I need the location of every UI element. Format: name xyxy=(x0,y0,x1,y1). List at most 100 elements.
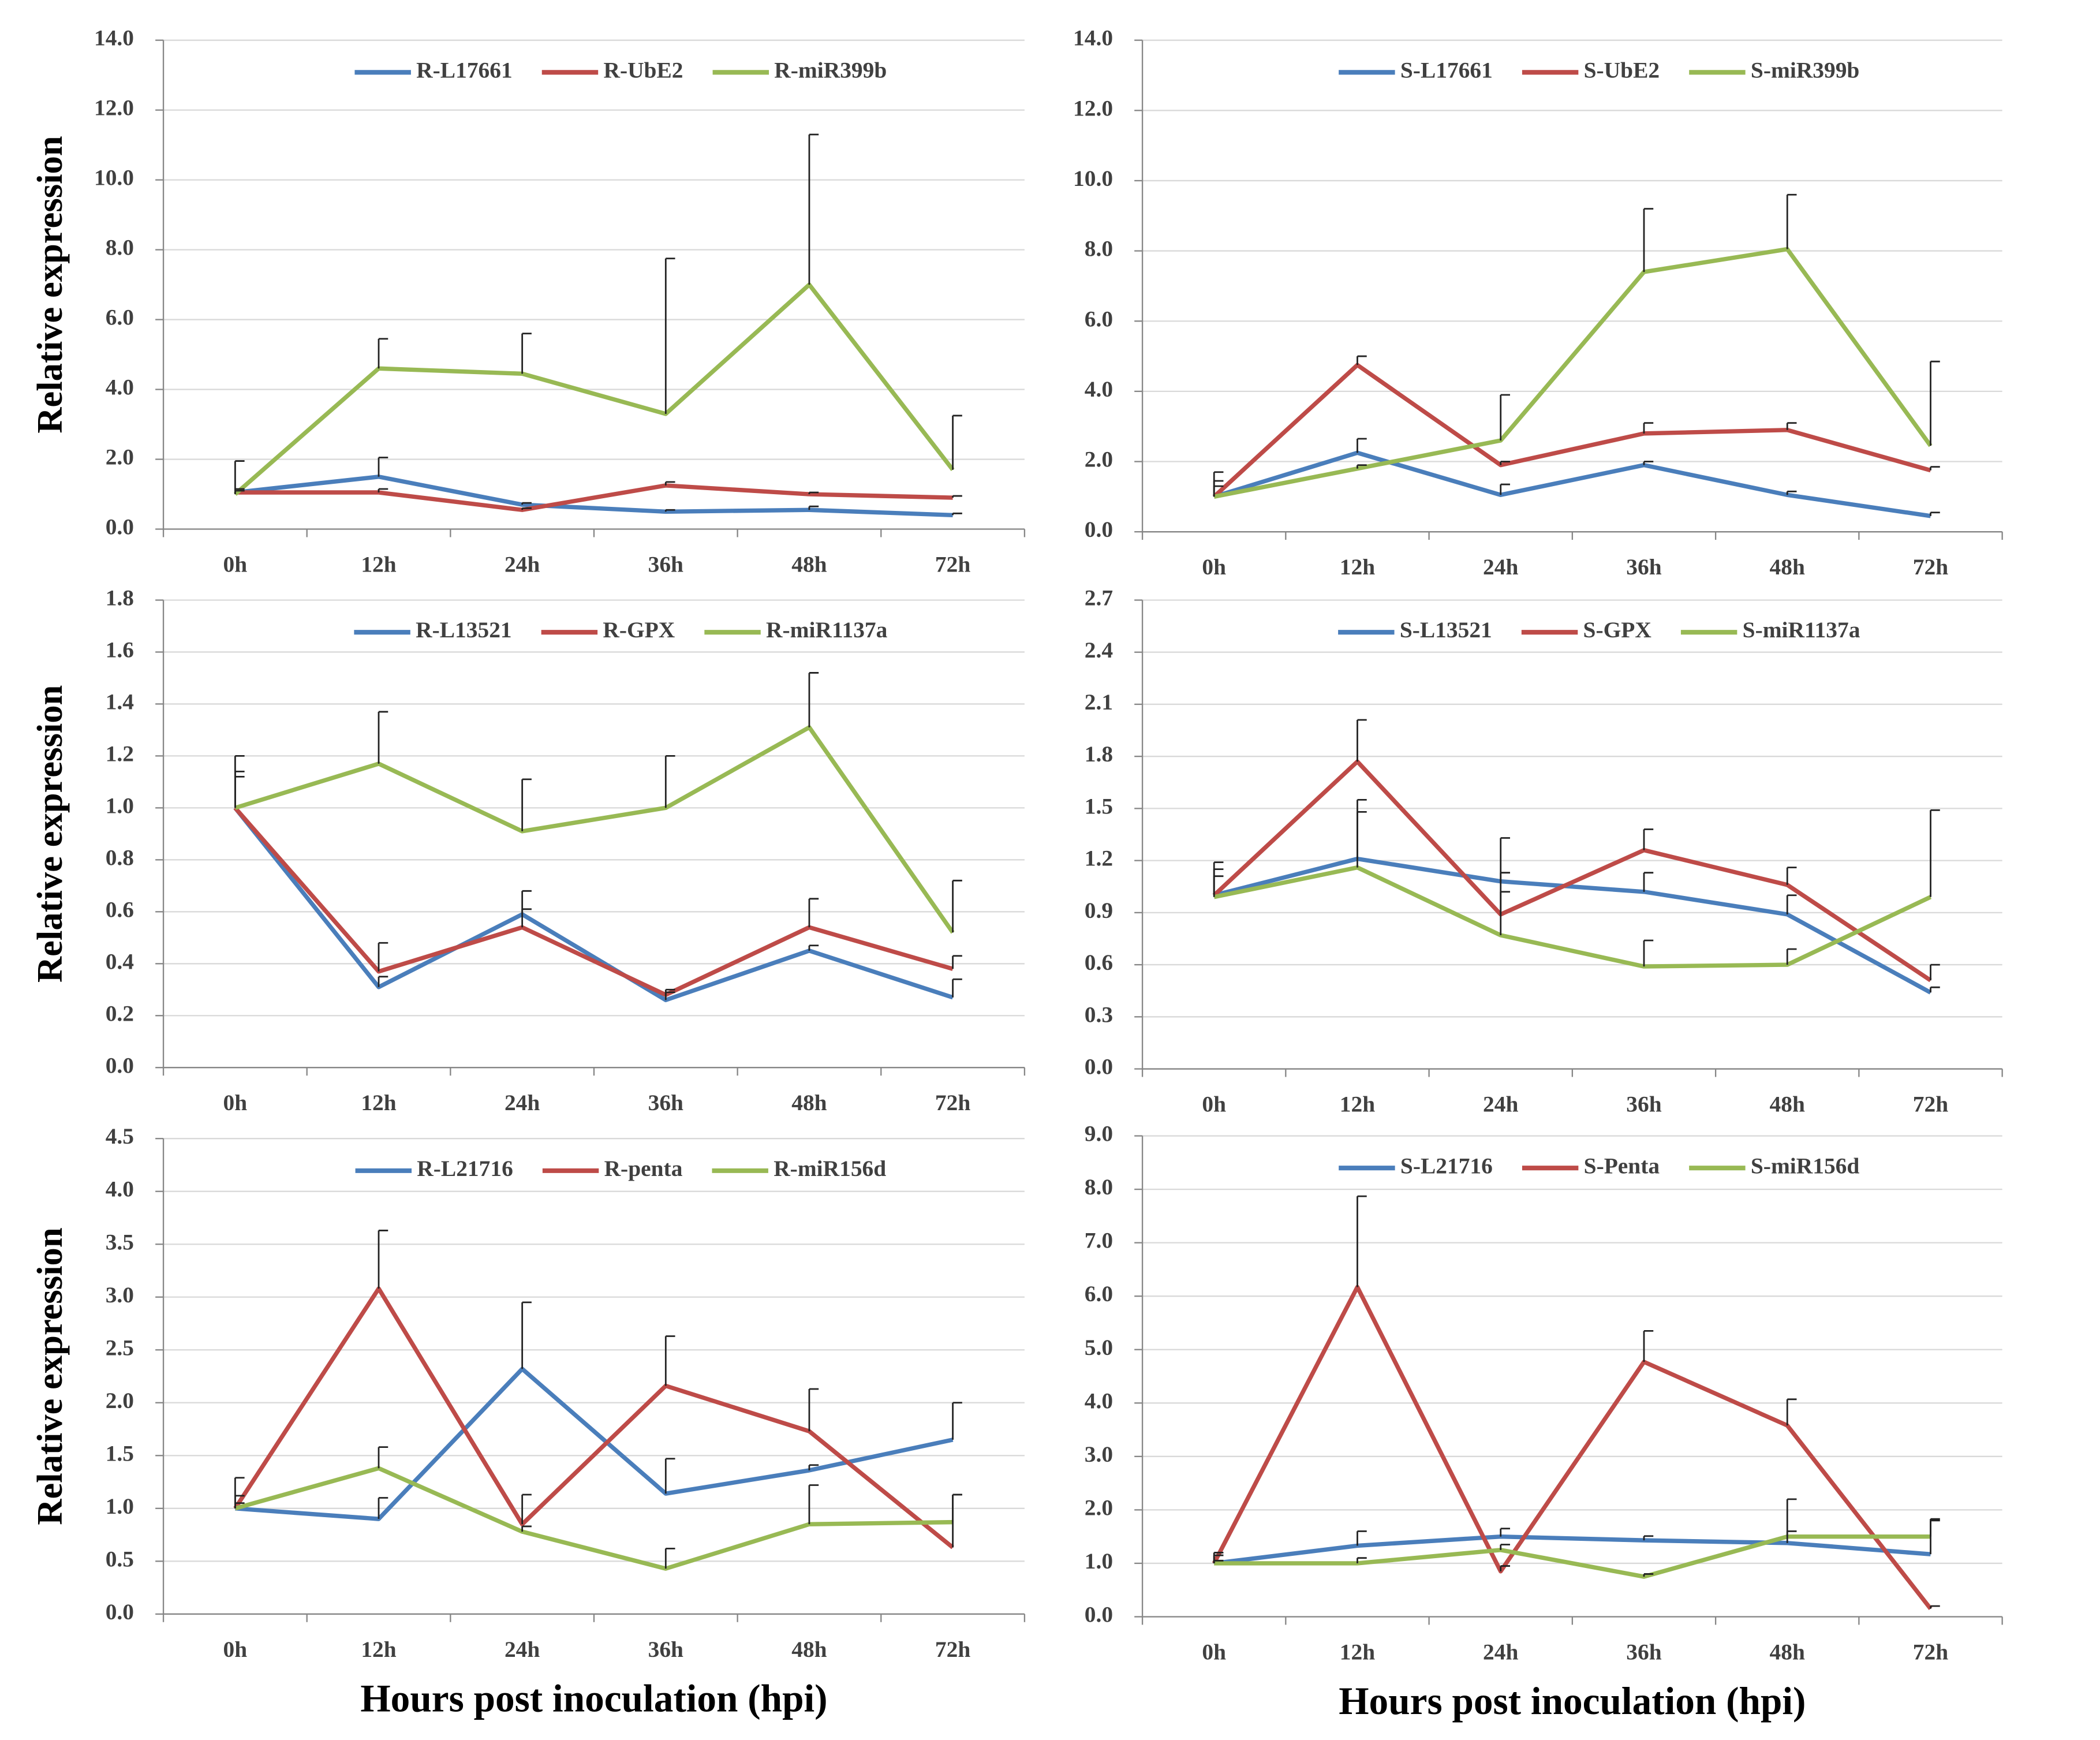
error-bar xyxy=(1357,355,1367,365)
error-bar xyxy=(1930,986,1940,993)
legend-label: R-L21716 xyxy=(417,1156,513,1181)
y-tick-label: 1.2 xyxy=(1085,846,1113,871)
x-tick-label: 24h xyxy=(505,1637,540,1662)
y-tick-label: 10.0 xyxy=(1073,166,1113,191)
y-tick-label: 0.8 xyxy=(106,845,134,870)
series-line xyxy=(1213,247,1933,499)
legend: R-L21716 R-penta R-miR156d xyxy=(355,1156,886,1181)
error-bar xyxy=(1500,837,1510,935)
legend: S-L13521 S-GPX S-miR1137a xyxy=(1338,617,1860,643)
error-bar xyxy=(1786,894,1797,914)
y-tick-label: 10.0 xyxy=(94,165,134,191)
y-tick-label: 14.0 xyxy=(94,25,134,51)
series-line xyxy=(1214,1534,1931,1579)
error-bar xyxy=(664,755,675,808)
y-tick-label: 0.3 xyxy=(1085,1002,1113,1027)
legend-label: S-Penta xyxy=(1584,1153,1660,1178)
error-bar xyxy=(1213,480,1224,497)
error-bar xyxy=(1357,798,1367,868)
y-tick-label: 0.0 xyxy=(106,1599,134,1625)
y-tick-label: 12.0 xyxy=(94,95,134,121)
series-line xyxy=(235,483,953,512)
legend-label: S-L13521 xyxy=(1400,617,1492,643)
x-tick-label: 24h xyxy=(1483,1092,1518,1117)
error-bar xyxy=(1500,483,1510,495)
y-tick-label: 1.2 xyxy=(106,741,134,766)
y-tick-label: 1.8 xyxy=(1085,741,1113,767)
y-tick-label: 0.9 xyxy=(1085,898,1113,923)
error-bar xyxy=(1213,1559,1224,1563)
x-axis-title: Hours post inoculation (hpi) xyxy=(360,1676,827,1720)
y-axis-title: Relative expression xyxy=(29,685,70,983)
error-bar xyxy=(808,491,819,495)
y-tick-label: 1.0 xyxy=(106,1493,134,1519)
legend-label: R-miR399b xyxy=(774,57,887,83)
series-line xyxy=(234,475,953,518)
x-tick-label: 12h xyxy=(361,552,396,577)
error-bar xyxy=(1500,394,1510,441)
error-bar xyxy=(1643,1535,1654,1541)
error-bar xyxy=(952,1493,962,1522)
series-line xyxy=(233,1286,954,1549)
x-tick-label: 72h xyxy=(1913,554,1948,580)
legend-label: S-GPX xyxy=(1583,617,1652,643)
x-tick-label: 48h xyxy=(1770,1092,1805,1117)
x-tick-label: 48h xyxy=(791,552,827,577)
error-bar xyxy=(1786,422,1797,430)
x-tick-label: 48h xyxy=(1770,554,1805,580)
error-bar xyxy=(952,879,962,933)
error-bar xyxy=(1500,461,1510,465)
y-tick-label: 1.5 xyxy=(1085,793,1113,819)
x-tick-label: 12h xyxy=(361,1090,396,1115)
error-bar xyxy=(1930,964,1940,981)
error-bar xyxy=(378,1497,388,1519)
error-bar xyxy=(1930,466,1940,471)
x-tick-label: 0h xyxy=(1202,1639,1226,1664)
legend-label: S-miR399b xyxy=(1751,57,1859,83)
y-tick-label: 8.0 xyxy=(1085,236,1113,262)
series-line xyxy=(1212,1285,1933,1610)
legend-label: S-L21716 xyxy=(1400,1153,1493,1178)
x-tick-label: 72h xyxy=(935,552,970,577)
x-axis-title: Hours post inoculation (hpi) xyxy=(1339,1679,1806,1723)
error-bar xyxy=(1357,464,1367,469)
error-bar xyxy=(378,488,388,493)
error-bar xyxy=(664,988,675,995)
error-bar xyxy=(952,1402,962,1440)
error-bar xyxy=(808,1464,819,1470)
y-tick-label: 9.0 xyxy=(1085,1121,1113,1147)
y-tick-label: 2.4 xyxy=(1085,637,1113,663)
x-tick-label: 72h xyxy=(1913,1639,1948,1664)
error-bar xyxy=(1500,1565,1510,1571)
error-bar xyxy=(664,1458,675,1494)
legend-label: R-miR1137a xyxy=(766,617,888,643)
x-tick-label: 36h xyxy=(1626,1639,1661,1664)
error-bar xyxy=(808,672,819,727)
y-tick-label: 0.0 xyxy=(106,514,134,540)
error-bar xyxy=(664,257,675,414)
legend-label: S-UbE2 xyxy=(1584,57,1660,83)
error-bar xyxy=(1930,809,1940,897)
y-tick-label: 2.0 xyxy=(106,1388,134,1413)
y-tick-label: 2.1 xyxy=(1085,689,1113,715)
error-bar xyxy=(1930,1519,1940,1555)
x-tick-label: 36h xyxy=(648,1090,683,1115)
error-bar xyxy=(1213,875,1224,897)
legend-label: S-miR1137a xyxy=(1743,617,1860,643)
error-bar xyxy=(664,1335,675,1386)
series-line xyxy=(234,1466,953,1571)
series-line xyxy=(235,1366,954,1521)
error-bar xyxy=(1786,1530,1797,1537)
error-bar xyxy=(521,1493,532,1525)
y-tick-label: 6.0 xyxy=(106,305,134,330)
error-bar xyxy=(664,509,675,512)
x-tick-label: 72h xyxy=(935,1637,970,1662)
error-bar xyxy=(664,1547,675,1569)
error-bar xyxy=(1500,1528,1510,1537)
error-bar xyxy=(952,955,962,969)
y-tick-label: 4.0 xyxy=(1085,376,1113,402)
x-tick-label: 0h xyxy=(223,1637,248,1662)
error-bar xyxy=(664,481,675,486)
legend: R-L17661 R-UbE2 R-miR399b xyxy=(354,57,887,83)
